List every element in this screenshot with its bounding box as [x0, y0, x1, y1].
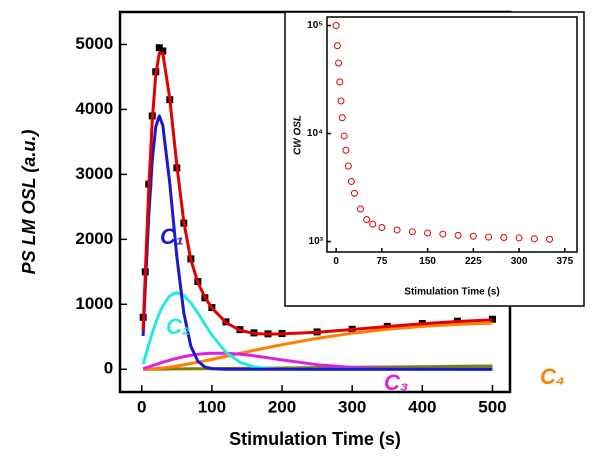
data-point [454, 231, 462, 239]
data-point [500, 233, 508, 241]
x-tick-label: 500 [478, 398, 506, 417]
data-point [347, 177, 355, 185]
data-point [363, 215, 371, 223]
inset-x-axis-title: Stimulation Time (s) [404, 287, 499, 298]
y-tick-label: 5000 [75, 34, 113, 53]
data-point [515, 234, 523, 242]
data-point [424, 229, 432, 237]
data-point [393, 226, 401, 234]
data-point [369, 220, 377, 228]
data-point [357, 205, 365, 213]
data-point [333, 42, 341, 50]
inset-frame [284, 11, 585, 307]
series-line [143, 321, 493, 371]
x-tick-label: 100 [198, 398, 226, 417]
component-label: C₄ [540, 364, 565, 389]
x-tick-label: 400 [408, 398, 436, 417]
series-line [141, 51, 493, 336]
data-point [408, 228, 416, 236]
y-tick-label: 10⁴ [307, 128, 323, 139]
data-point [336, 78, 344, 86]
inset-y-axis-title: CW OSL [293, 115, 304, 155]
component-label: C₁ [160, 224, 184, 249]
x-tick-label: 150 [419, 256, 436, 267]
series-line [141, 114, 493, 371]
data-point [378, 223, 386, 231]
x-tick-label: 0 [333, 256, 339, 267]
y-axis-title: PS LM OSL (a.u.) [19, 130, 39, 275]
x-tick-label: 200 [268, 398, 296, 417]
x-axis-title: Stimulation Time (s) [229, 429, 401, 449]
x-tick-label: 375 [556, 256, 573, 267]
data-point [155, 44, 163, 52]
data-point [337, 97, 345, 105]
data-point [546, 235, 554, 243]
data-point [344, 162, 352, 170]
data-point [335, 59, 343, 67]
y-tick-label: 10³ [309, 236, 324, 247]
y-tick-label: 2000 [75, 229, 113, 248]
x-tick-label: 75 [376, 256, 388, 267]
data-point [350, 189, 358, 197]
data-point [530, 235, 538, 243]
data-point [338, 114, 346, 122]
data-point [469, 232, 477, 240]
y-tick-label: 4000 [75, 99, 113, 118]
data-point [485, 233, 493, 241]
data-point [332, 22, 340, 30]
x-tick-label: 0 [137, 398, 146, 417]
x-tick-label: 300 [511, 256, 528, 267]
data-point [159, 47, 167, 55]
x-tick-label: 225 [465, 256, 482, 267]
data-point [439, 230, 447, 238]
component-label: C₂ [166, 314, 190, 339]
y-tick-label: 1000 [75, 294, 113, 313]
data-point [340, 132, 348, 140]
axes-frame [326, 16, 578, 253]
y-tick-label: 0 [104, 359, 113, 378]
y-tick-label: 10⁵ [307, 20, 323, 31]
y-tick-label: 3000 [75, 164, 113, 183]
data-point [342, 146, 350, 154]
component-label: C₃ [384, 370, 408, 395]
x-tick-label: 300 [338, 398, 366, 417]
series-line [142, 351, 493, 371]
